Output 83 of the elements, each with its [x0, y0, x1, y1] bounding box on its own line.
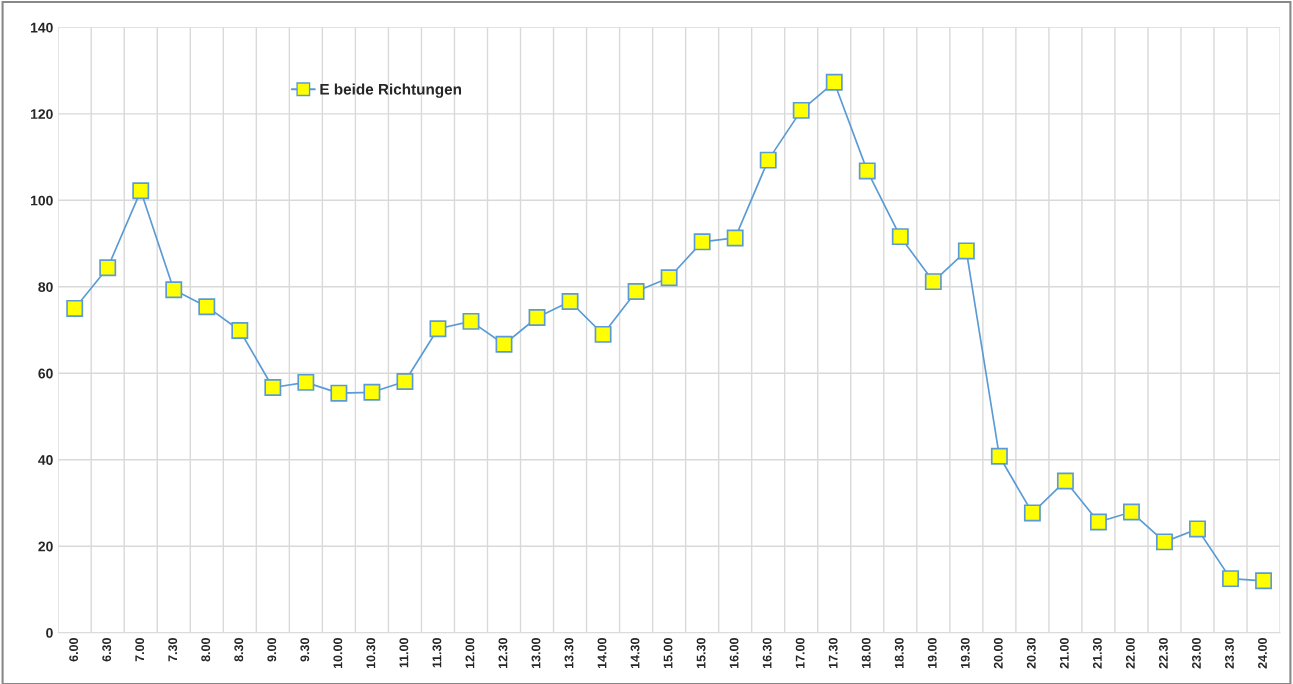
point	[1255, 572, 1273, 590]
x-tick-label: 19.30	[960, 638, 970, 669]
x-tick-label: 9.30	[300, 638, 310, 662]
point	[528, 309, 546, 326]
y-tick-label: 60	[38, 368, 53, 379]
x-tick-label: 13.30	[564, 638, 574, 669]
point	[825, 73, 843, 91]
y-tick-label: 40	[38, 455, 53, 465]
point	[693, 233, 711, 251]
point	[759, 151, 777, 169]
point	[198, 298, 216, 316]
y-tick-label: 140	[31, 22, 53, 33]
x-tick-label: 24.00	[1258, 638, 1267, 669]
x-tick-label: 6.30	[102, 638, 112, 662]
x-tick-label: 19.00	[927, 638, 937, 669]
x-tick-label: 14.30	[630, 638, 640, 669]
point	[726, 229, 744, 247]
point	[363, 383, 381, 401]
x-tick-label: 22.30	[1158, 638, 1168, 669]
point	[297, 373, 315, 391]
point	[660, 269, 678, 287]
point	[495, 335, 513, 353]
x-tick-label: 8.00	[201, 638, 211, 662]
x-tick-label: 7.30	[168, 638, 178, 662]
point	[99, 259, 117, 277]
x-tick-label: 20.00	[993, 638, 1003, 669]
point	[396, 373, 414, 390]
point	[1056, 472, 1074, 490]
x-tick-label: 9.00	[267, 638, 277, 662]
y-tick-label: 100	[31, 195, 53, 206]
y-tick-label: 20	[38, 541, 53, 552]
point	[858, 162, 876, 180]
point	[1089, 513, 1107, 531]
x-tick-label: 13.00	[531, 638, 541, 669]
x-tick-label: 15.30	[696, 638, 706, 669]
point	[66, 299, 84, 317]
x-tick-label: 10.30	[366, 638, 376, 669]
x-tick-label: 18.30	[894, 638, 904, 669]
x-tick-label: 10.00	[333, 638, 343, 669]
x-tick-label: 17.30	[828, 638, 838, 669]
point	[1122, 503, 1140, 521]
x-tick-label: 7.00	[135, 638, 145, 662]
x-tick-label: 21.30	[1092, 638, 1102, 669]
x-tick-label: 11.00	[399, 638, 409, 668]
x-tick-label: 21.00	[1059, 638, 1069, 669]
point	[165, 281, 183, 299]
x-tick-label: 14.00	[597, 638, 607, 669]
point	[462, 312, 480, 330]
y-tick-label: 120	[31, 109, 53, 120]
x-tick-label: 23.30	[1225, 638, 1234, 669]
point	[1222, 570, 1240, 588]
y-tick-label: 80	[38, 282, 53, 292]
point	[594, 325, 612, 343]
point	[891, 228, 909, 246]
x-tick-label: 8.30	[234, 638, 244, 662]
point	[990, 447, 1008, 465]
x-tick-label: 18.00	[861, 638, 871, 669]
point	[429, 320, 447, 338]
x-tick-label: 16.30	[762, 638, 772, 669]
point	[1189, 520, 1206, 538]
x-tick-label: 16.00	[729, 638, 739, 669]
legend-label: E beide Richtungen	[320, 83, 462, 98]
point	[561, 293, 579, 310]
x-tick-label: 6.00	[69, 638, 79, 662]
x-tick-label: 12.30	[498, 638, 508, 669]
point	[330, 384, 348, 402]
x-tick-label: 22.00	[1125, 638, 1135, 669]
point	[132, 182, 150, 200]
point	[264, 379, 282, 397]
point	[1156, 533, 1173, 551]
point	[924, 273, 942, 291]
x-tick-label: 23.00	[1192, 638, 1201, 669]
point	[1023, 504, 1041, 522]
x-tick-label: 12.00	[465, 638, 475, 669]
point	[957, 242, 975, 260]
point	[627, 283, 645, 301]
y-tick-label: 0	[46, 628, 53, 638]
point	[792, 101, 810, 119]
x-tick-label: 11.30	[432, 638, 442, 668]
x-tick-label: 20.30	[1026, 638, 1036, 669]
x-tick-label: 17.00	[795, 638, 805, 669]
point	[231, 321, 249, 339]
x-tick-label: 15.00	[663, 638, 673, 669]
